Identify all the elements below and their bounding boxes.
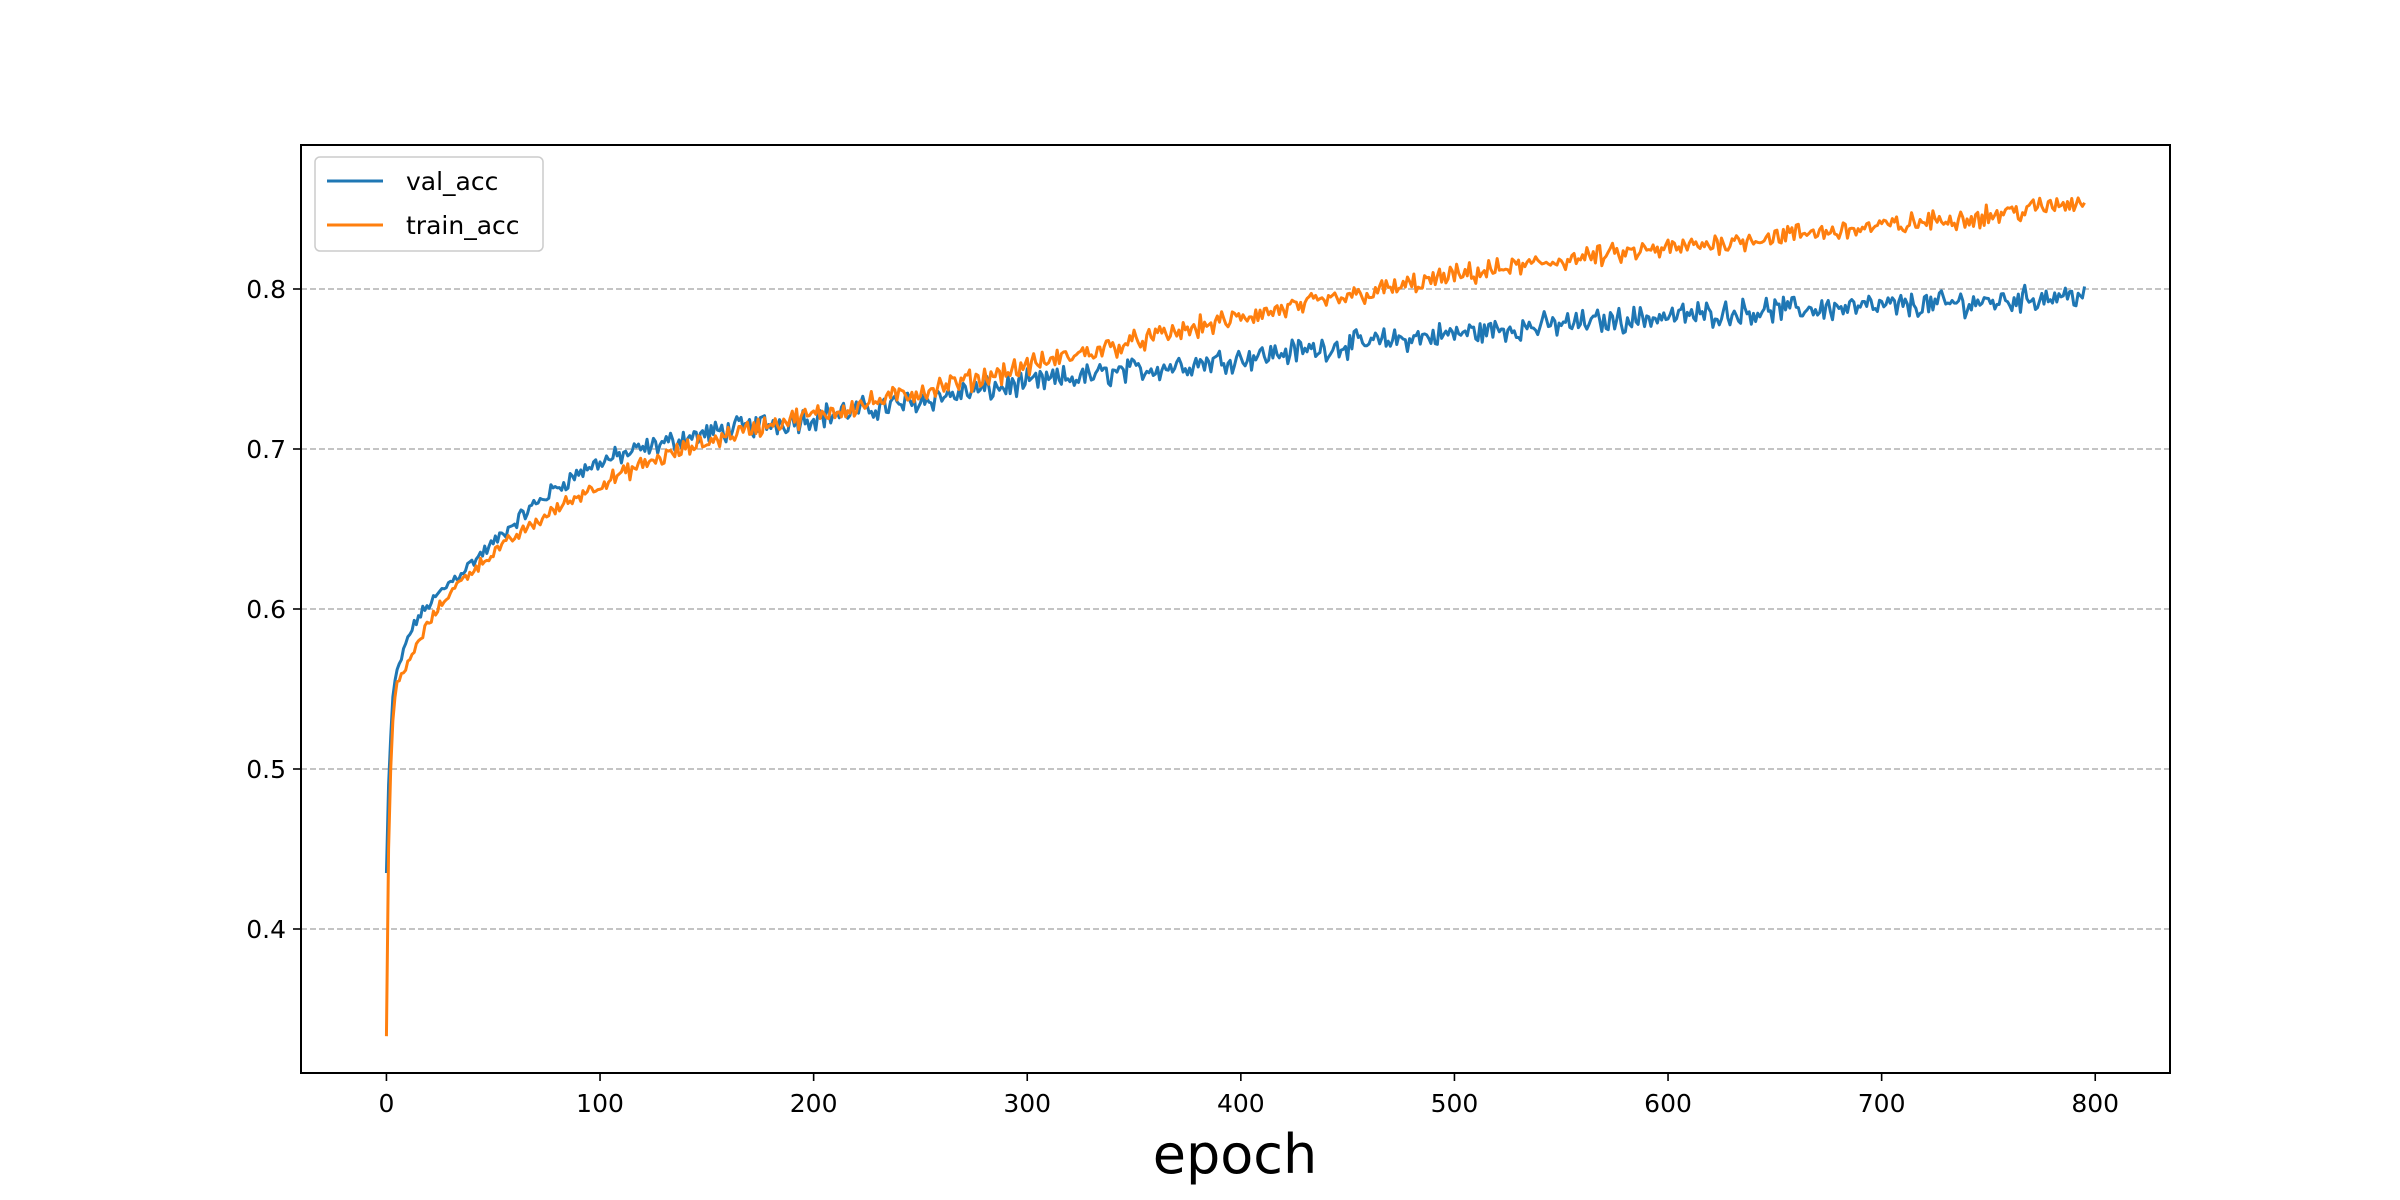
x-tick-label: 600	[1644, 1089, 1692, 1118]
legend: val_acc train_acc	[314, 156, 544, 252]
y-axis-ticks: 0.4 0.5 0.6 0.7 0.8	[246, 275, 301, 944]
x-tick-label: 500	[1431, 1089, 1479, 1118]
y-tick-label: 0.7	[246, 435, 286, 464]
x-tick-label: 300	[1003, 1089, 1051, 1118]
x-tick-label: 400	[1217, 1089, 1265, 1118]
legend-label-val-acc: val_acc	[406, 167, 498, 196]
y-tick-label: 0.6	[246, 595, 286, 624]
x-axis-title: epoch	[1153, 1123, 1317, 1186]
grid-lines	[301, 288, 2170, 930]
x-tick-label: 100	[576, 1089, 624, 1118]
x-tick-label: 800	[2071, 1089, 2119, 1118]
x-tick-label: 0	[378, 1089, 394, 1118]
y-tick-label: 0.8	[246, 275, 286, 304]
series-line-train-acc	[384, 196, 2086, 1037]
y-tick-label: 0.5	[246, 755, 286, 784]
x-axis-ticks: 0 100 200 300 400 500 600 700 800	[378, 1073, 2119, 1118]
series-line-val-acc	[384, 283, 2087, 874]
legend-label-train-acc: train_acc	[406, 211, 520, 240]
x-tick-label: 700	[1858, 1089, 1906, 1118]
y-tick-label: 0.4	[246, 915, 286, 944]
series-layer	[384, 196, 2087, 1037]
x-tick-label: 200	[790, 1089, 838, 1118]
